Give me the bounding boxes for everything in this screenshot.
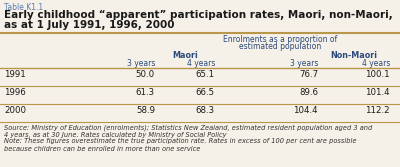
Text: Early childhood “apparent” participation rates, Maori, non-Maori,: Early childhood “apparent” participation… — [4, 10, 393, 20]
Text: Source: Ministry of Education (enrolments); Statistics New Zealand, estimated re: Source: Ministry of Education (enrolment… — [4, 124, 372, 138]
Text: Maori: Maori — [172, 51, 198, 60]
Text: as at 1 July 1991, 1996, 2000: as at 1 July 1991, 1996, 2000 — [4, 20, 174, 30]
Text: Non-Maori: Non-Maori — [330, 51, 378, 60]
Text: Enrolments as a proportion of: Enrolments as a proportion of — [223, 35, 337, 44]
Text: 58.9: 58.9 — [136, 106, 155, 115]
Text: 3 years: 3 years — [127, 59, 155, 68]
Text: Note: These figures overestimate the true participation rate. Rates in excess of: Note: These figures overestimate the tru… — [4, 138, 356, 152]
Text: 1991: 1991 — [4, 70, 26, 79]
Text: 65.1: 65.1 — [196, 70, 215, 79]
Text: 104.4: 104.4 — [293, 106, 318, 115]
Text: 1996: 1996 — [4, 88, 26, 97]
Text: 100.1: 100.1 — [365, 70, 390, 79]
Text: 101.4: 101.4 — [365, 88, 390, 97]
Text: 4 years: 4 years — [187, 59, 215, 68]
Text: 68.3: 68.3 — [196, 106, 215, 115]
Text: estimated population: estimated population — [239, 42, 321, 51]
Text: 3 years: 3 years — [290, 59, 318, 68]
Text: 61.3: 61.3 — [136, 88, 155, 97]
Text: 76.7: 76.7 — [299, 70, 318, 79]
Text: 4 years: 4 years — [362, 59, 390, 68]
Text: 50.0: 50.0 — [136, 70, 155, 79]
Text: 89.6: 89.6 — [299, 88, 318, 97]
Text: 112.2: 112.2 — [365, 106, 390, 115]
Text: 66.5: 66.5 — [196, 88, 215, 97]
Text: 2000: 2000 — [4, 106, 26, 115]
Text: Table K1.1: Table K1.1 — [4, 3, 43, 12]
